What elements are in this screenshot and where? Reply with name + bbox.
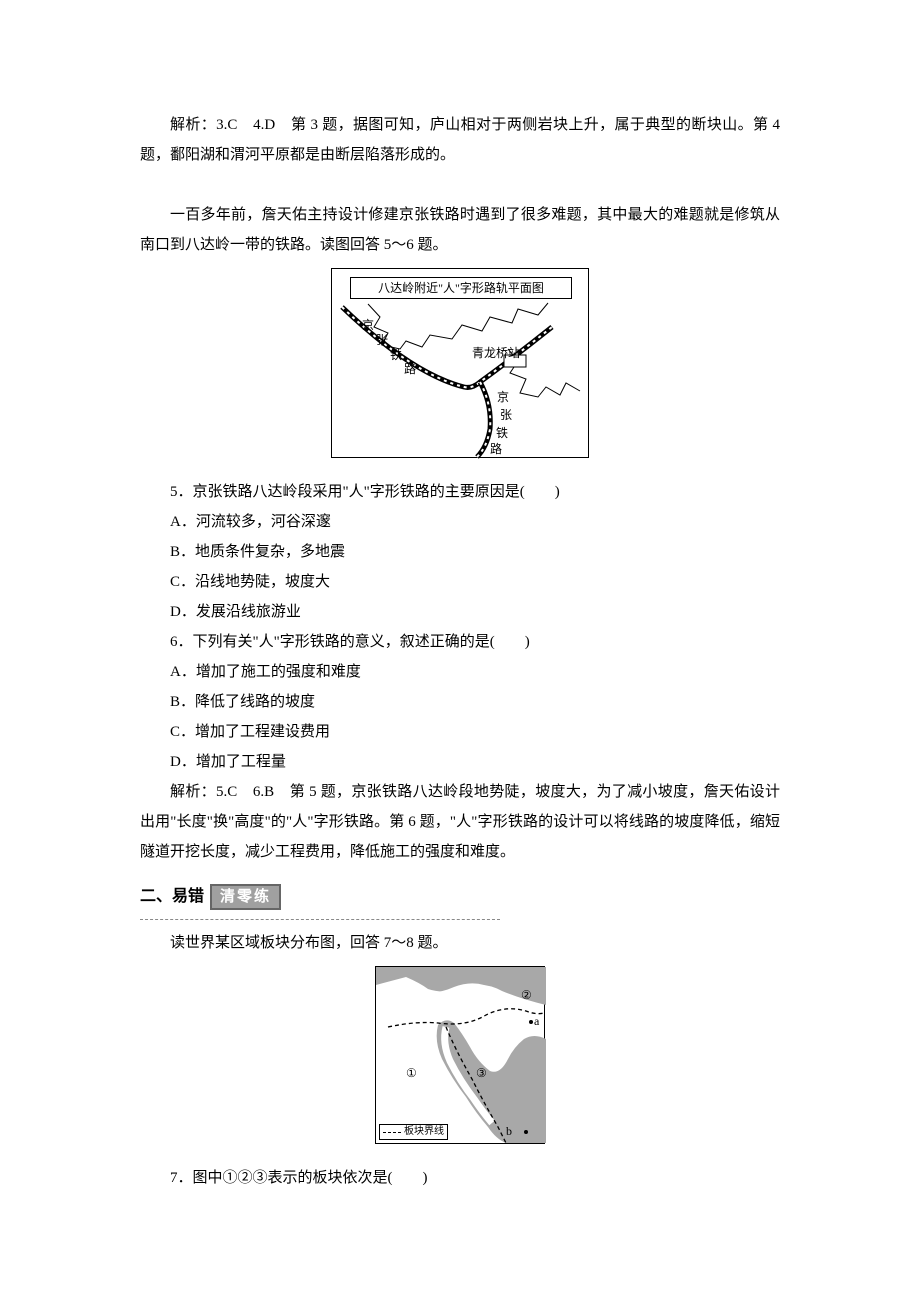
fig1-tie-top: 铁 bbox=[390, 349, 402, 361]
figure-1-title: 八达岭附近"人"字形路轨平面图 bbox=[350, 277, 572, 299]
q5-option-a: A．河流较多，河谷深邃 bbox=[140, 507, 780, 537]
fig1-zhang-top: 张 bbox=[376, 334, 388, 346]
fig1-lu-top: 路 bbox=[404, 363, 416, 375]
fig1-jing: 京 bbox=[497, 391, 509, 403]
q5-option-c: C．沿线地势陡，坡度大 bbox=[140, 567, 780, 597]
q6-option-d: D．增加了工程量 bbox=[140, 747, 780, 777]
context-5-6: 一百多年前，詹天佑主持设计修建京张铁路时遇到了很多难题，其中最大的难题就是修筑从… bbox=[140, 200, 780, 260]
fig1-jing-top: 京 bbox=[362, 319, 374, 331]
legend-dash-icon bbox=[383, 1132, 401, 1133]
fig2-circle-2: ② bbox=[521, 989, 532, 1001]
section-divider bbox=[140, 919, 500, 920]
figure-2-container: ① ② ③ a b 板块界线 bbox=[140, 966, 780, 1155]
fig2-label-b: b bbox=[506, 1125, 512, 1137]
fig1-tie: 铁 bbox=[496, 427, 508, 439]
context-7-8: 读世界某区域板块分布图，回答 7～8 题。 bbox=[140, 928, 780, 958]
section-2-badge: 清零练 bbox=[210, 884, 281, 910]
fig2-circle-3: ③ bbox=[476, 1067, 487, 1079]
q6-option-b: B．降低了线路的坡度 bbox=[140, 687, 780, 717]
spacer bbox=[140, 170, 780, 200]
fig2-legend: 板块界线 bbox=[379, 1124, 448, 1140]
fig2-label-a: a bbox=[534, 1015, 539, 1027]
section-2-num: 二、易错 bbox=[140, 881, 204, 913]
q5-stem: 5．京张铁路八达岭段采用"人"字形铁路的主要原因是( ) bbox=[140, 477, 780, 507]
figure-1: 八达岭附近"人"字形路轨平面图 青龙桥站 京 张 铁 路 京 张 铁 路 bbox=[331, 268, 589, 458]
q5-option-b: B．地质条件复杂，多地震 bbox=[140, 537, 780, 567]
q6-option-c: C．增加了工程建设费用 bbox=[140, 717, 780, 747]
fig1-zhang: 张 bbox=[500, 409, 512, 421]
q5-option-d: D．发展沿线旅游业 bbox=[140, 597, 780, 627]
q6-stem: 6．下列有关"人"字形铁路的意义，叙述正确的是( ) bbox=[140, 627, 780, 657]
figure-2: ① ② ③ a b 板块界线 bbox=[375, 966, 545, 1144]
fig1-lu: 路 bbox=[490, 443, 502, 455]
fig2-circle-1: ① bbox=[406, 1067, 417, 1079]
q6-option-a: A．增加了施工的强度和难度 bbox=[140, 657, 780, 687]
legend-text: 板块界线 bbox=[404, 1127, 444, 1137]
figure-1-container: 八达岭附近"人"字形路轨平面图 青龙桥站 京 张 铁 路 京 张 铁 路 bbox=[140, 268, 780, 469]
analysis-3-4: 解析：3.C 4.D 第 3 题，据图可知，庐山相对于两侧岩块上升，属于典型的断… bbox=[140, 110, 780, 170]
analysis-5-6: 解析：5.C 6.B 第 5 题，京张铁路八达岭段地势陡，坡度大，为了减小坡度，… bbox=[140, 777, 780, 867]
fig1-station-label: 青龙桥站 bbox=[472, 347, 520, 359]
section-2-header: 二、易错 清零练 bbox=[140, 881, 780, 913]
q7-stem: 7．图中①②③表示的板块依次是( ) bbox=[140, 1163, 780, 1193]
